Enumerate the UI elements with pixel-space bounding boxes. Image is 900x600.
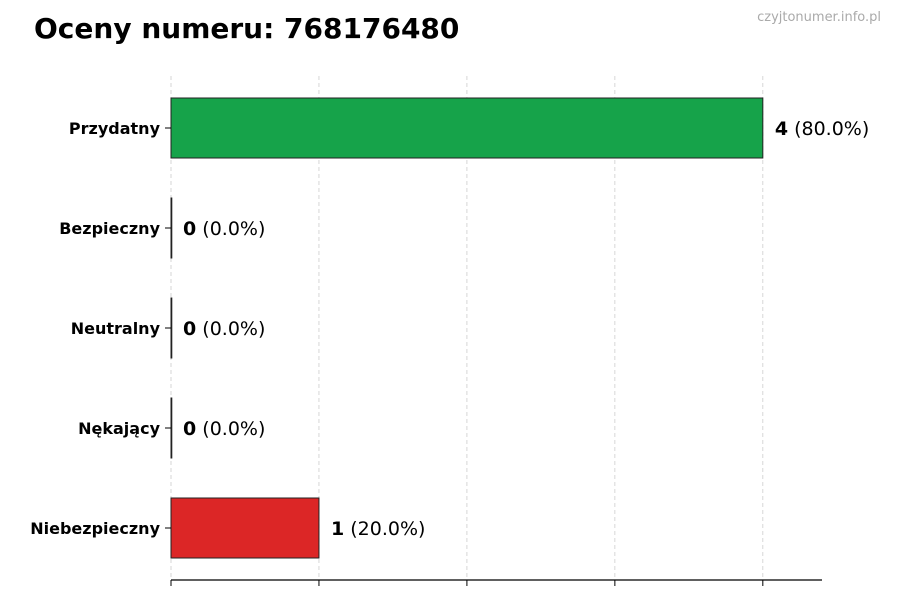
bar <box>170 397 173 459</box>
percent-label: (20.0%) <box>350 518 425 540</box>
value-label: 1 <box>331 518 344 540</box>
chart-title: Oceny numeru: 768176480 <box>34 12 460 45</box>
bar <box>170 197 173 259</box>
percent-label: (0.0%) <box>202 318 265 340</box>
bar <box>170 297 173 359</box>
category-label: Przydatny <box>69 119 161 138</box>
data-label: 1 (20.0%) <box>331 518 425 540</box>
percent-label: (0.0%) <box>202 418 265 440</box>
bar <box>170 497 320 559</box>
data-label: 4 (80.0%) <box>775 118 869 140</box>
data-label: 0 (0.0%) <box>183 418 265 440</box>
data-label: 0 (0.0%) <box>183 318 265 340</box>
value-label: 4 <box>775 118 788 140</box>
value-label: 0 <box>183 418 196 440</box>
category-label: Bezpieczny <box>59 219 160 238</box>
bar <box>170 97 764 159</box>
category-label: Niebezpieczny <box>30 519 160 538</box>
category-label: Nękający <box>78 419 160 438</box>
watermark: czyjtonumer.info.pl <box>757 10 881 25</box>
data-label: 0 (0.0%) <box>183 218 265 240</box>
value-label: 0 <box>183 318 196 340</box>
percent-label: (0.0%) <box>202 218 265 240</box>
value-label: 0 <box>183 218 196 240</box>
category-label: Neutralny <box>71 319 161 338</box>
percent-label: (80.0%) <box>794 118 869 140</box>
